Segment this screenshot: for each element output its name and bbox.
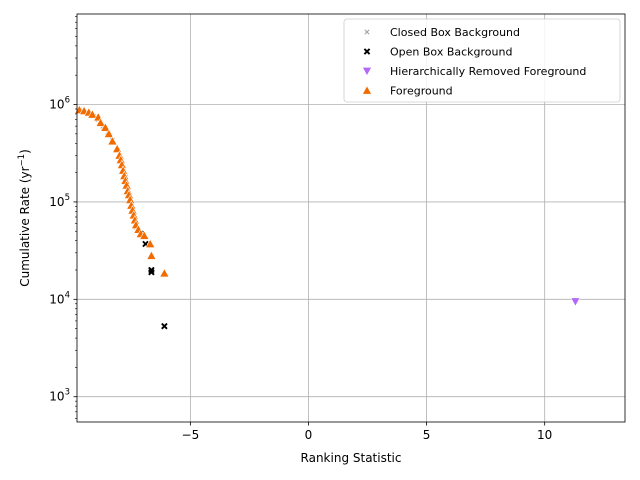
y-tick-label-base: 10 bbox=[49, 195, 64, 209]
open-box-background-point bbox=[148, 268, 155, 276]
foreground-point bbox=[139, 230, 150, 240]
legend-marker-hierarchically-removed-foreground bbox=[361, 67, 373, 77]
legend-marker-foreground bbox=[361, 85, 373, 95]
y-axis-label-main: Cumulative Rate (yr bbox=[18, 166, 32, 286]
y-tick-label: 104 bbox=[49, 290, 70, 306]
y-tick-label-base: 10 bbox=[49, 292, 64, 306]
foreground-point bbox=[100, 122, 111, 132]
legend-marker-closed-box-background bbox=[364, 29, 370, 35]
x-axis-label: Ranking Statistic bbox=[301, 451, 402, 465]
x-tick-label: −5 bbox=[182, 428, 200, 442]
y-tick-label: 106 bbox=[49, 96, 70, 112]
y-tick-label: 103 bbox=[49, 388, 70, 404]
legend-label-open-box-background: Open Box Background bbox=[390, 46, 512, 59]
y-tick-label-exponent: 6 bbox=[65, 96, 70, 106]
y-tick-label-base: 10 bbox=[49, 390, 64, 404]
legend-box bbox=[343, 18, 621, 103]
plot-frame bbox=[76, 13, 626, 423]
y-tick-label: 105 bbox=[49, 193, 70, 209]
foreground-point bbox=[95, 117, 106, 127]
hierarchically-removed-foreground-point bbox=[570, 297, 581, 307]
foreground-point bbox=[107, 135, 118, 146]
data-points bbox=[74, 104, 581, 330]
y-axis-label: Cumulative Rate (yr−1) bbox=[17, 149, 32, 287]
x-tick-label: 0 bbox=[305, 428, 313, 442]
y-tick-label-exponent: 5 bbox=[65, 193, 70, 203]
x-tick-label: 10 bbox=[537, 428, 552, 442]
y-tick-label-exponent: 3 bbox=[65, 388, 70, 398]
foreground-point bbox=[145, 238, 156, 248]
y-axis-label-end: ) bbox=[18, 149, 32, 154]
open-box-background-point bbox=[161, 322, 168, 330]
foreground-point bbox=[146, 250, 157, 260]
x-tick-label: 5 bbox=[423, 428, 431, 442]
legend-label-hierarchically-removed-foreground: Hierarchically Removed Foreground bbox=[390, 65, 586, 78]
y-tick-label-exponent: 4 bbox=[65, 290, 70, 300]
foreground-point bbox=[87, 109, 98, 119]
y-tick-label-base: 10 bbox=[49, 98, 64, 112]
legend-label-closed-box-background: Closed Box Background bbox=[390, 26, 520, 39]
legend: Closed Box Background Open Box Background… bbox=[343, 18, 621, 103]
foreground-point bbox=[103, 128, 114, 138]
foreground-point bbox=[159, 268, 170, 278]
y-axis-label-superscript: −1 bbox=[17, 154, 27, 167]
legend-label-foreground: Foreground bbox=[390, 85, 453, 98]
legend-marker-open-box-background bbox=[363, 48, 371, 55]
